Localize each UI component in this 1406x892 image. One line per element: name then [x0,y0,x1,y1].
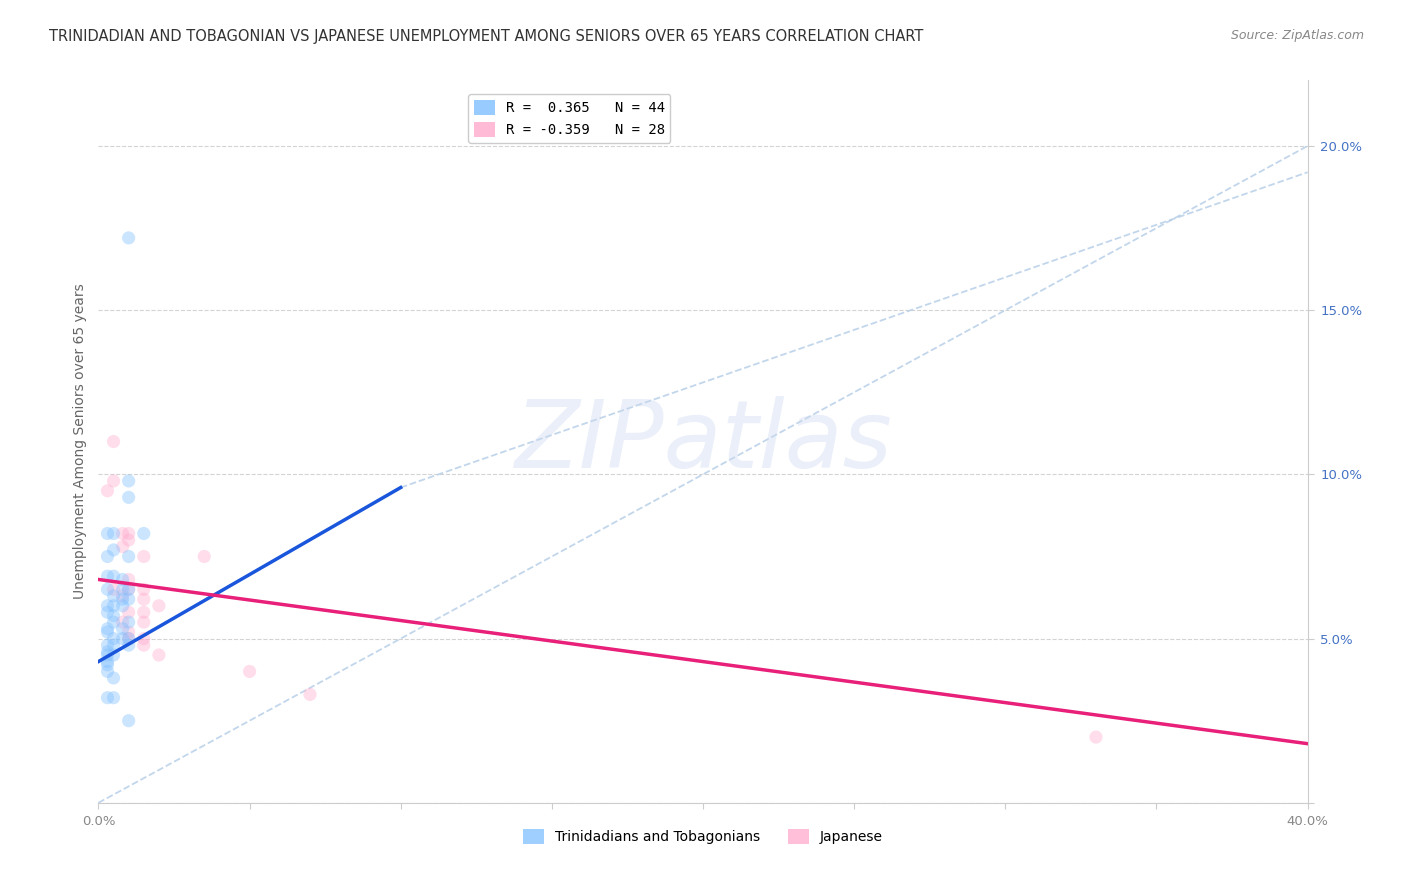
Point [103,526,125,541]
Point [1085,730,1108,744]
Point [132,605,155,619]
Point [132,632,155,646]
Point [118,632,141,646]
Point [103,582,125,597]
Point [111,615,134,630]
Point [118,549,141,564]
Point [96,665,118,679]
Point [96,648,118,662]
Text: Source: ZipAtlas.com: Source: ZipAtlas.com [1230,29,1364,42]
Point [96,605,118,619]
Point [103,671,125,685]
Point [118,526,141,541]
Point [111,582,134,597]
Point [103,589,125,603]
Point [111,526,134,541]
Point [111,573,134,587]
Point [103,474,125,488]
Point [103,638,125,652]
Point [103,569,125,583]
Point [118,582,141,597]
Point [96,638,118,652]
Point [103,615,125,630]
Point [103,632,125,646]
Point [132,526,155,541]
Point [103,690,125,705]
Point [96,645,118,659]
Text: ZIPatlas: ZIPatlas [515,396,891,487]
Point [96,483,118,498]
Point [96,625,118,640]
Point [96,690,118,705]
Point [118,592,141,607]
Point [111,599,134,613]
Point [103,648,125,662]
Point [96,657,118,672]
Point [96,599,118,613]
Point [148,648,170,662]
Point [118,491,141,505]
Point [111,632,134,646]
Point [132,549,155,564]
Point [118,615,141,630]
Point [103,608,125,623]
Legend: Trinidadians and Tobagonians, Japanese: Trinidadians and Tobagonians, Japanese [517,823,889,850]
Point [103,434,125,449]
Point [111,540,134,554]
Point [148,599,170,613]
Point [118,533,141,547]
Point [111,589,134,603]
Point [132,638,155,652]
Point [299,687,322,701]
Point [111,592,134,607]
Point [118,605,141,619]
Point [96,622,118,636]
Point [193,549,215,564]
Point [118,625,141,640]
Point [118,231,141,245]
Point [132,582,155,597]
Point [111,622,134,636]
Point [132,615,155,630]
Point [103,599,125,613]
Y-axis label: Unemployment Among Seniors over 65 years: Unemployment Among Seniors over 65 years [73,284,87,599]
Point [96,582,118,597]
Point [103,542,125,557]
Point [96,655,118,669]
Point [118,638,141,652]
Point [239,665,262,679]
Point [118,573,141,587]
Point [96,569,118,583]
Text: TRINIDADIAN AND TOBAGONIAN VS JAPANESE UNEMPLOYMENT AMONG SENIORS OVER 65 YEARS : TRINIDADIAN AND TOBAGONIAN VS JAPANESE U… [49,29,924,44]
Point [96,526,118,541]
Point [118,714,141,728]
Point [96,549,118,564]
Point [118,474,141,488]
Point [132,592,155,607]
Point [118,582,141,597]
Point [118,632,141,646]
